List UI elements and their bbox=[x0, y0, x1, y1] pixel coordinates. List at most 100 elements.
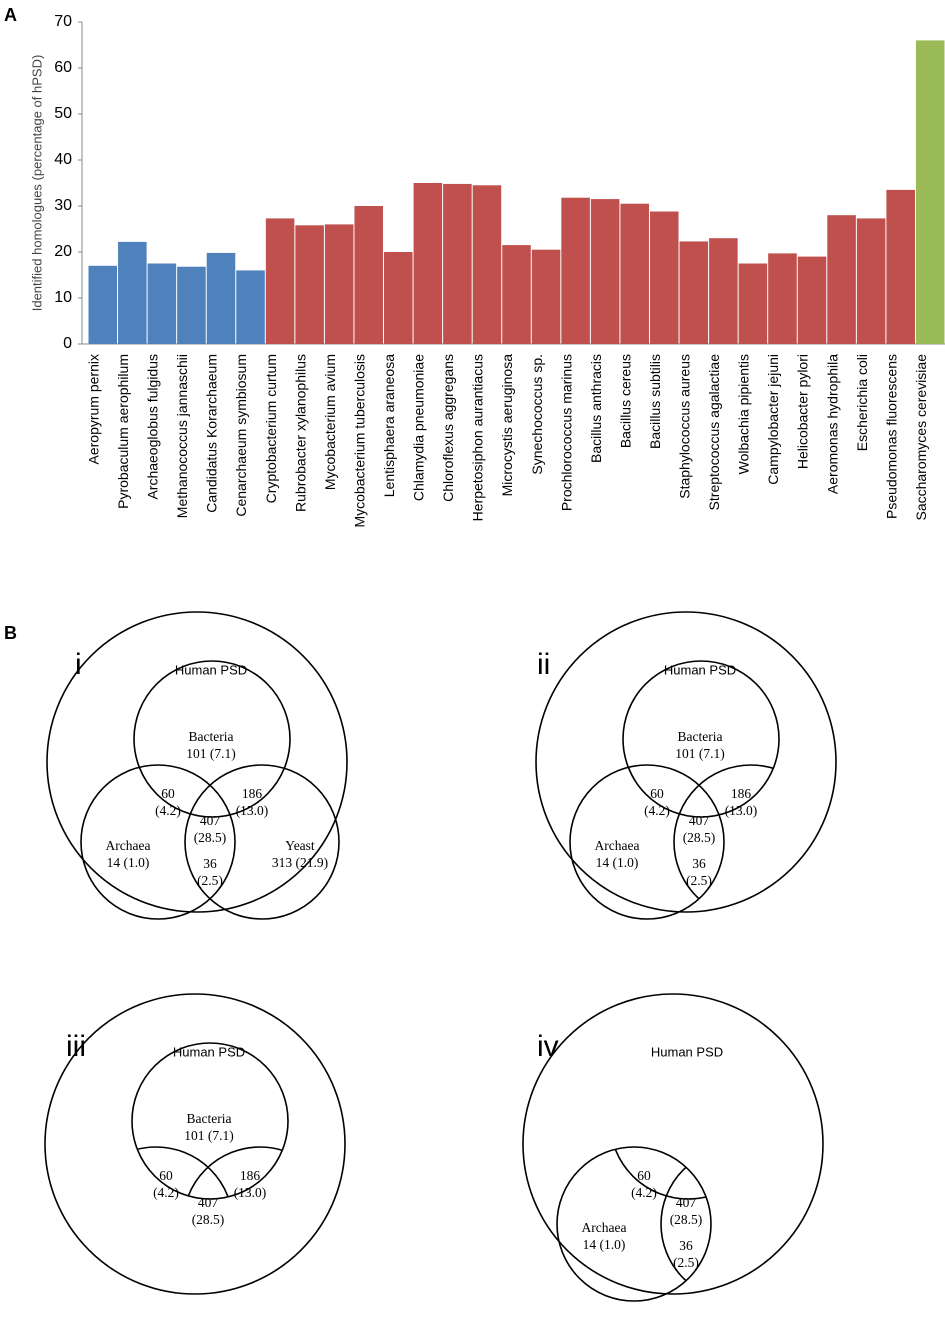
region-label: 60 bbox=[650, 786, 664, 801]
bar bbox=[88, 265, 118, 344]
x-tick-label: Lentisphaera araneosa bbox=[381, 354, 397, 497]
set-circle bbox=[609, 1147, 711, 1200]
region-label: 60 bbox=[637, 1168, 651, 1183]
region-label: Archaea bbox=[106, 838, 151, 853]
bar bbox=[709, 238, 738, 344]
bar bbox=[236, 270, 265, 344]
region-label: 36 bbox=[692, 856, 706, 871]
bar bbox=[797, 256, 827, 344]
region-label: 101 (7.1) bbox=[186, 746, 236, 761]
region-label: 186 bbox=[242, 786, 263, 801]
bar bbox=[384, 252, 413, 344]
x-tick-label: Staphylococcus aureus bbox=[677, 354, 693, 499]
set-circle bbox=[622, 660, 780, 818]
bar bbox=[443, 183, 472, 344]
y-tick-label: 70 bbox=[54, 13, 72, 30]
region-label: 14 (1.0) bbox=[596, 855, 639, 870]
bar bbox=[738, 263, 768, 344]
x-tick-label: Saccharomyces cerevisiae bbox=[913, 354, 929, 521]
set-circle bbox=[132, 1146, 234, 1199]
y-tick-label: 20 bbox=[54, 243, 72, 260]
y-tick-label: 40 bbox=[54, 151, 72, 168]
region-label: 14 (1.0) bbox=[583, 1237, 626, 1252]
region-label: 186 bbox=[731, 786, 752, 801]
set-circle bbox=[660, 1147, 711, 1301]
x-tick-label: Mycobacterium avium bbox=[322, 354, 338, 490]
bar bbox=[886, 189, 915, 344]
region-label: (13.0) bbox=[236, 803, 269, 818]
region-label: (28.5) bbox=[194, 830, 227, 845]
x-tick-label: Prochlorococcus marinus bbox=[558, 354, 574, 511]
region-label: 407 bbox=[689, 813, 710, 828]
venn-diagram bbox=[535, 611, 837, 920]
outer-label: Human PSD bbox=[175, 662, 247, 677]
region-label: 407 bbox=[198, 1195, 219, 1210]
x-tick-label: Aeropyrum pernix bbox=[85, 354, 101, 465]
venn-diagram bbox=[46, 611, 348, 920]
bar bbox=[354, 206, 384, 344]
y-tick-label: 10 bbox=[54, 289, 72, 306]
bar bbox=[502, 245, 531, 344]
region-label: Yeast bbox=[285, 838, 315, 853]
bar bbox=[649, 211, 679, 344]
set-circle bbox=[182, 1146, 288, 1199]
x-tick-label: Chloroflexus aggregans bbox=[440, 354, 456, 502]
x-tick-label: Bacillus anthracis bbox=[588, 354, 604, 463]
outer-label: Human PSD bbox=[173, 1044, 245, 1059]
region-label: 407 bbox=[200, 813, 221, 828]
venn-diagram bbox=[44, 993, 346, 1295]
x-tick-label: Synechococcus sp. bbox=[529, 354, 545, 475]
bar bbox=[590, 199, 620, 344]
region-label: Bacteria bbox=[189, 729, 234, 744]
x-tick-label: Cenarchaeum symbiosum bbox=[233, 354, 249, 517]
x-tick-label: Pyrobaculum aerophilum bbox=[115, 354, 131, 509]
roman-label: i bbox=[75, 648, 82, 681]
set-circle bbox=[673, 764, 779, 919]
y-tick-label: 30 bbox=[54, 197, 72, 214]
outer-circle bbox=[44, 993, 346, 1295]
bar bbox=[177, 266, 206, 344]
x-tick-label: Campylobacter jejuni bbox=[765, 354, 781, 485]
x-tick-label: Wolbachia pipientis bbox=[736, 354, 752, 474]
x-tick-label: Mycobacterium tuberculosis bbox=[351, 354, 367, 528]
set-circle bbox=[133, 660, 291, 818]
x-tick-label: Chlamydia pneumoniae bbox=[411, 354, 427, 501]
region-label: 313 (21.9) bbox=[272, 855, 328, 870]
region-label: (2.5) bbox=[686, 873, 712, 888]
outer-label: Human PSD bbox=[651, 1044, 723, 1059]
x-tick-label: Microcystis aeruginosa bbox=[499, 354, 515, 497]
bar bbox=[295, 225, 324, 344]
bar bbox=[768, 253, 797, 344]
region-label: 407 bbox=[676, 1195, 697, 1210]
region-label: 60 bbox=[159, 1168, 173, 1183]
region-label: 14 (1.0) bbox=[107, 855, 150, 870]
bar bbox=[472, 185, 502, 344]
set-circle bbox=[80, 764, 236, 920]
x-tick-label: Archaeoglobus fulgidus bbox=[145, 354, 161, 500]
region-label: 101 (7.1) bbox=[184, 1128, 234, 1143]
bar bbox=[531, 249, 561, 344]
region-label: 101 (7.1) bbox=[675, 746, 725, 761]
y-tick-label: 60 bbox=[54, 59, 72, 76]
x-tick-label: Pseudomonas fluorescens bbox=[883, 354, 899, 519]
bar bbox=[147, 263, 177, 344]
venn-diagram bbox=[522, 993, 824, 1302]
set-circle bbox=[569, 764, 725, 920]
set-circle bbox=[556, 1146, 712, 1302]
region-label: (28.5) bbox=[683, 830, 716, 845]
bar bbox=[206, 252, 236, 344]
region-label: (13.0) bbox=[234, 1185, 267, 1200]
x-tick-label: Cryptobacterium curtum bbox=[263, 354, 279, 503]
region-label: (4.2) bbox=[153, 1185, 179, 1200]
region-label: (2.5) bbox=[673, 1255, 699, 1270]
region-label: (13.0) bbox=[725, 803, 758, 818]
roman-label: ii bbox=[537, 648, 550, 681]
region-label: (28.5) bbox=[192, 1212, 225, 1227]
x-tick-label: Candidatus Korarchaeum bbox=[204, 354, 220, 513]
bar bbox=[324, 224, 354, 344]
region-label: 60 bbox=[161, 786, 175, 801]
y-tick-label: 50 bbox=[54, 105, 72, 122]
outer-circle bbox=[46, 611, 348, 913]
outer-circle bbox=[535, 611, 837, 913]
region-label: Archaea bbox=[582, 1220, 627, 1235]
